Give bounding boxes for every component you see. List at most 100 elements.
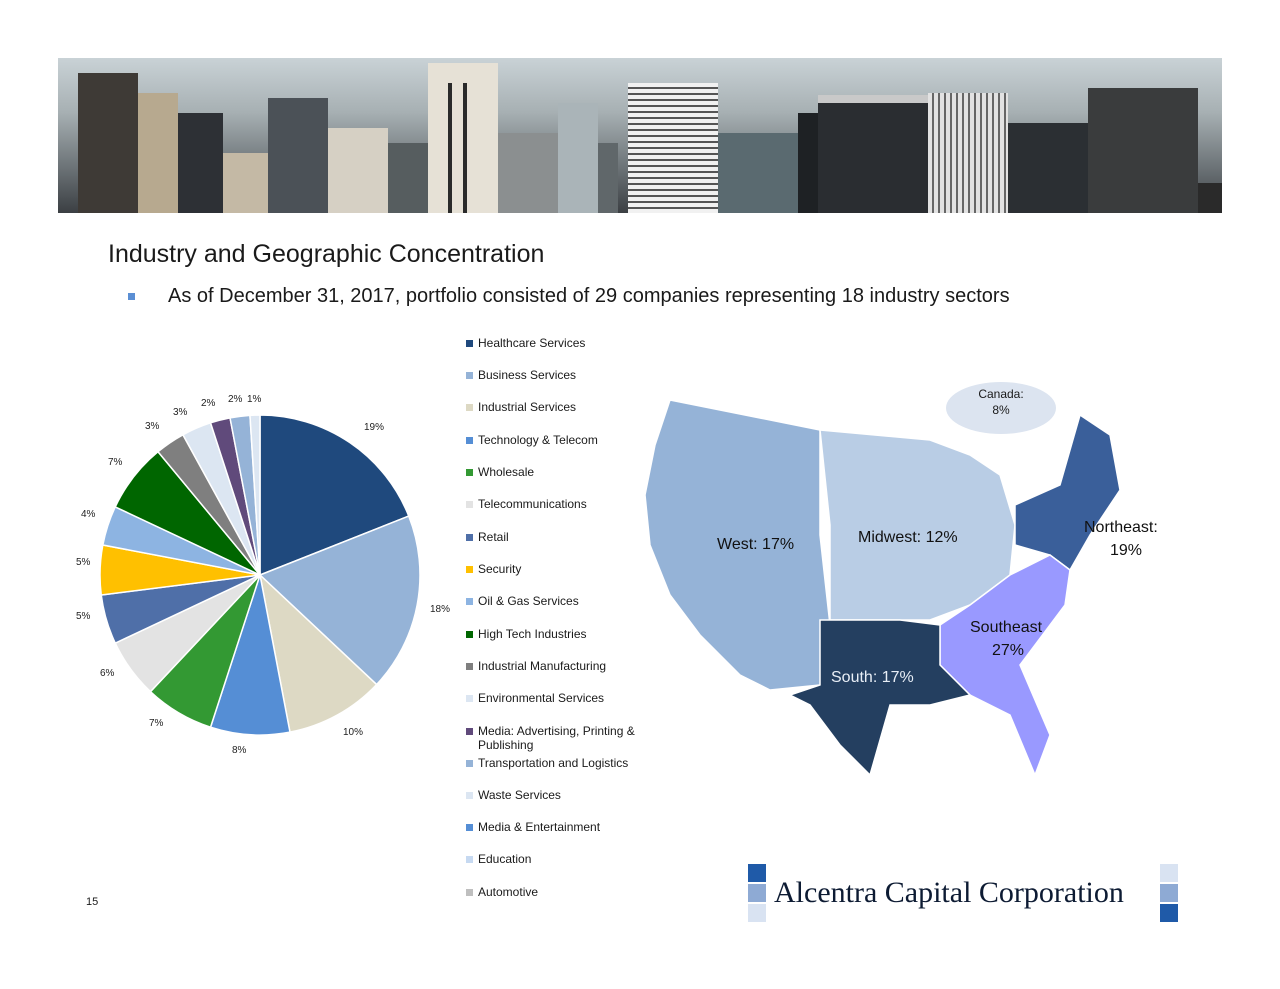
bullet-point: As of December 31, 2017, portfolio consi… xyxy=(128,285,1010,308)
legend-label: Environmental Services xyxy=(478,691,605,705)
legend-item-tech-telecom: Technology & Telecom xyxy=(466,433,666,447)
pie-label-indmfg: 3% xyxy=(145,421,160,432)
legend-label: Wholesale xyxy=(478,465,535,479)
legend-swatch xyxy=(466,598,473,605)
pie-label-retail: 5% xyxy=(76,611,91,622)
pie-label-oilgas: 4% xyxy=(81,509,96,520)
legend-swatch xyxy=(466,437,473,444)
legend-swatch xyxy=(466,695,473,702)
industry-pie-chart xyxy=(100,415,420,735)
pie-label-transport: 2% xyxy=(228,394,243,405)
pie-label-hightech: 7% xyxy=(108,457,123,468)
pie-slice xyxy=(249,415,261,576)
legend-label: Media: Advertising, Printing & Publishin… xyxy=(478,724,635,752)
legend-item-environmental: Environmental Services xyxy=(466,691,666,705)
legend-label: Media & Entertainment xyxy=(478,820,601,834)
canada-bubble: Canada: 8% xyxy=(946,382,1056,434)
legend-item-industrial-services: Industrial Services xyxy=(466,400,666,414)
legend-item-media-entertainment: Media & Entertainment xyxy=(466,820,666,834)
bullet-text: As of December 31, 2017, portfolio consi… xyxy=(168,285,1010,307)
map-label-northeast-1: Northeast: xyxy=(1084,519,1158,536)
legend-swatch xyxy=(466,889,473,896)
map-region-midwest xyxy=(819,429,1016,621)
logo-square-icon xyxy=(1160,904,1178,922)
legend-item-high-tech: High Tech Industries xyxy=(466,627,666,641)
legend-label: Telecommunications xyxy=(478,497,587,511)
logo-square-icon xyxy=(1160,884,1178,902)
map-label-midwest: Midwest: 12% xyxy=(858,529,958,546)
us-region-map xyxy=(644,399,1120,778)
legend-swatch xyxy=(466,631,473,638)
legend-label: High Tech Industries xyxy=(478,627,587,641)
canada-label: Canada: xyxy=(978,387,1024,401)
company-logo: Alcentra Capital Corporation xyxy=(748,864,1178,922)
legend-swatch xyxy=(466,728,473,735)
pie-label-waste: 1% xyxy=(247,394,262,405)
legend-item-business: Business Services xyxy=(466,368,666,382)
pie-label-healthcare: 19% xyxy=(364,422,385,433)
legend-swatch xyxy=(466,534,473,541)
legend-swatch xyxy=(466,760,473,767)
legend-item-healthcare: Healthcare Services xyxy=(466,336,666,350)
legend-label: Waste Services xyxy=(478,788,561,802)
legend-item-wholesale: Wholesale xyxy=(466,465,666,479)
canada-value: 8% xyxy=(992,403,1010,417)
logo-square-icon xyxy=(748,884,766,902)
legend-label: Retail xyxy=(478,530,509,544)
legend-item-waste: Waste Services xyxy=(466,788,666,802)
legend-swatch xyxy=(466,501,473,508)
legend-label: Education xyxy=(478,852,532,866)
legend-swatch xyxy=(466,792,473,799)
legend-label: Transportation and Logistics xyxy=(478,756,629,770)
legend-label: Security xyxy=(478,562,522,576)
legend-item-automotive: Automotive xyxy=(466,885,666,899)
logo-square-icon xyxy=(748,864,766,882)
legend-label: Industrial Manufacturing xyxy=(478,659,607,673)
pie-label-env: 3% xyxy=(173,407,188,418)
logo-text: Alcentra Capital Corporation xyxy=(774,876,1124,909)
legend-swatch xyxy=(466,824,473,831)
bullet-square-icon xyxy=(128,293,135,300)
legend-label: Technology & Telecom xyxy=(478,433,598,447)
legend-label: Business Services xyxy=(478,368,577,382)
legend-swatch xyxy=(466,372,473,379)
legend-swatch xyxy=(466,469,473,476)
map-region-south xyxy=(788,619,972,777)
legend-item-media-advertising: Media: Advertising, Printing & Publishin… xyxy=(466,724,651,752)
legend-swatch xyxy=(466,340,473,347)
legend-swatch xyxy=(466,404,473,411)
pie-label-telecom: 6% xyxy=(100,668,115,679)
legend-item-security: Security xyxy=(466,562,666,576)
legend-item-retail: Retail xyxy=(466,530,666,544)
legend-swatch xyxy=(466,566,473,573)
logo-square-icon xyxy=(1160,864,1178,882)
pie-slice xyxy=(258,515,420,686)
logo-square-icon xyxy=(748,904,766,922)
legend-item-telecommunications: Telecommunications xyxy=(466,497,666,511)
legend-label: Healthcare Services xyxy=(478,336,586,350)
legend-label: Industrial Services xyxy=(478,400,577,414)
pie-label-industrial: 10% xyxy=(343,727,364,738)
pie-slice xyxy=(259,415,410,577)
map-label-south: South: 17% xyxy=(831,669,914,686)
legend-item-transportation: Transportation and Logistics xyxy=(466,756,666,770)
legend-item-industrial-manufacturing: Industrial Manufacturing xyxy=(466,659,666,673)
page-number: 15 xyxy=(86,896,99,908)
map-label-northeast-2: 19% xyxy=(1110,542,1143,559)
pie-label-wholesale: 7% xyxy=(149,718,164,729)
map-label-west: West: 17% xyxy=(717,536,795,553)
legend-item-education: Education xyxy=(466,852,666,866)
city-skyline-banner xyxy=(58,58,1222,213)
legend-label: Oil & Gas Services xyxy=(478,594,579,608)
map-label-southeast-1: Southeast xyxy=(970,619,1043,636)
legend-swatch xyxy=(466,663,473,670)
pie-slice xyxy=(258,572,378,734)
pie-label-security: 5% xyxy=(76,557,91,568)
map-label-southeast-2: 27% xyxy=(992,642,1025,659)
pie-label-mediaadv: 2% xyxy=(201,398,216,409)
map-region-northeast xyxy=(1014,413,1120,572)
map-region-west xyxy=(644,399,831,691)
legend-label: Automotive xyxy=(478,885,539,899)
page-title: Industry and Geographic Concentration xyxy=(108,240,545,268)
legend-swatch xyxy=(466,856,473,863)
